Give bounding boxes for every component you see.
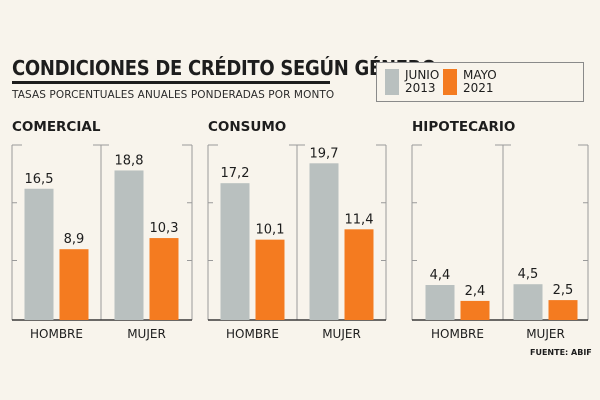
bar-consumo-hombre-mayo-2021	[255, 239, 285, 320]
bar-value-label: 8,9	[64, 232, 85, 247]
bar-comercial-hombre-mayo-2021	[59, 249, 89, 320]
bar-hipotecario-hombre-junio-2013	[425, 285, 455, 320]
legend-item-mayo-2021: MAYO 2021	[443, 69, 497, 95]
bar-value-label: 17,2	[221, 166, 250, 181]
bar-value-label: 18,8	[115, 153, 144, 168]
bar-value-label: 19,7	[310, 146, 339, 161]
category-label-mujer: MUJER	[322, 327, 361, 341]
bar-value-label: 2,4	[465, 284, 486, 299]
legend-swatch-orange	[443, 69, 457, 95]
bar-comercial-mujer-junio-2013	[114, 170, 144, 320]
legend: JUNIO 2013 MAYO 2021	[376, 62, 584, 102]
panel-title-comercial: COMERCIAL	[12, 119, 101, 135]
bar-value-label: 10,1	[256, 223, 285, 238]
panel-title-consumo: CONSUMO	[208, 119, 286, 135]
legend-swatch-gray	[385, 69, 399, 95]
title-underline	[12, 81, 330, 84]
bar-hipotecario-hombre-mayo-2021	[460, 300, 490, 320]
category-label-hombre: HOMBRE	[431, 327, 484, 341]
bar-consumo-mujer-mayo-2021	[344, 229, 374, 320]
legend-label-line1: MAYO	[463, 68, 497, 82]
bar-value-label: 4,5	[518, 267, 539, 282]
legend-label-line2: 2021	[463, 81, 494, 95]
bar-comercial-mujer-mayo-2021	[149, 238, 179, 320]
bar-hipotecario-mujer-junio-2013	[513, 284, 543, 320]
panel-title-hipotecario: HIPOTECARIO	[412, 119, 515, 135]
bar-comercial-hombre-junio-2013	[24, 188, 54, 320]
category-label-hombre: HOMBRE	[226, 327, 279, 341]
category-label-mujer: MUJER	[526, 327, 565, 341]
bar-hipotecario-mujer-mayo-2021	[548, 300, 578, 320]
bar-value-label: 4,4	[430, 268, 451, 283]
bar-consumo-hombre-junio-2013	[220, 183, 250, 320]
bar-value-label: 11,4	[345, 212, 374, 227]
legend-item-junio-2013: JUNIO 2013	[385, 69, 439, 95]
legend-label-line2: 2013	[405, 81, 436, 95]
chart-title: CONDICIONES DE CRÉDITO SEGÚN GÉNERO	[12, 56, 437, 80]
category-label-hombre: HOMBRE	[30, 327, 83, 341]
source-note: FUENTE: ABIF	[530, 348, 592, 357]
bar-value-label: 16,5	[25, 172, 54, 187]
bar-value-label: 2,5	[553, 283, 574, 298]
chart-subtitle: TASAS PORCENTUALES ANUALES PONDERADAS PO…	[12, 89, 335, 101]
legend-label-line1: JUNIO	[405, 68, 440, 82]
bar-value-label: 10,3	[150, 221, 179, 236]
category-label-mujer: MUJER	[127, 327, 166, 341]
bar-consumo-mujer-junio-2013	[309, 163, 339, 320]
